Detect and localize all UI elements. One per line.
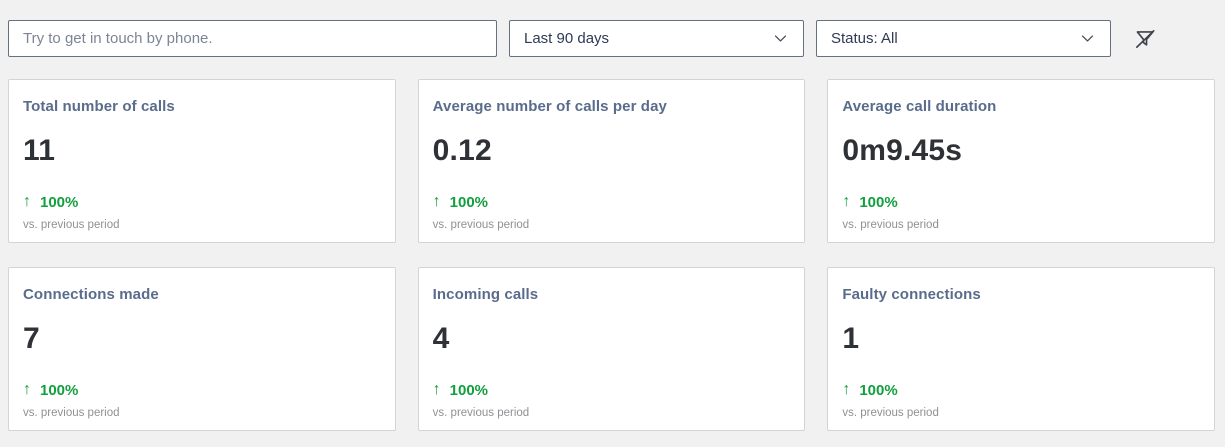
- trend-percentage: 100%: [449, 381, 489, 399]
- card-value: 1: [842, 322, 860, 355]
- card-title: Total number of calls: [23, 98, 175, 115]
- trend-up-arrow-icon: ↑: [432, 381, 441, 398]
- status-selected-value: Status: All: [831, 30, 898, 47]
- comparison-label: vs. previous period: [432, 407, 530, 419]
- card-value: 0m9.45s: [842, 134, 963, 167]
- filters-toolbar: Last 90 days Status: All: [0, 0, 1225, 57]
- trend-up-arrow-icon: ↑: [23, 193, 31, 210]
- trend-indicator: ↑ 100%: [433, 381, 791, 399]
- filter-off-icon: [1136, 29, 1155, 48]
- comparison-label: vs. previous period: [842, 407, 939, 419]
- trend-up-arrow-icon: ↑: [842, 193, 851, 210]
- status-select[interactable]: Status: All: [816, 20, 1111, 57]
- trend-indicator: ↑ 100%: [23, 381, 381, 399]
- stat-card-connections-made: Connections made 7 ↑ 100% vs. previous p…: [8, 267, 396, 431]
- trend-indicator: ↑ 100%: [433, 193, 791, 211]
- date-range-select[interactable]: Last 90 days: [509, 20, 804, 57]
- stat-card-total-calls: Total number of calls 11 ↑ 100% vs. prev…: [8, 79, 396, 243]
- stat-card-incoming-calls: Incoming calls 4 ↑ 100% vs. previous per…: [417, 267, 806, 431]
- date-range-selected-value: Last 90 days: [524, 30, 610, 47]
- card-value: 4: [432, 322, 450, 355]
- comparison-label: vs. previous period: [23, 219, 120, 231]
- trend-indicator: ↑ 100%: [842, 381, 1200, 399]
- card-value: 7: [23, 322, 40, 355]
- trend-up-arrow-icon: ↑: [23, 381, 31, 398]
- card-title: Connections made: [23, 286, 159, 303]
- search-input[interactable]: [8, 20, 497, 57]
- card-title: Faulty connections: [842, 286, 981, 303]
- stat-card-faulty-connections: Faulty connections 1 ↑ 100% vs. previous…: [827, 267, 1215, 431]
- chevron-down-icon: [1081, 35, 1094, 42]
- card-title: Average number of calls per day: [432, 98, 667, 115]
- trend-percentage: 100%: [449, 193, 489, 211]
- trend-percentage: 100%: [859, 193, 898, 211]
- trend-percentage: 100%: [859, 381, 898, 399]
- stat-card-avg-calls-per-day: Average number of calls per day 0.12 ↑ 1…: [417, 79, 806, 243]
- card-title: Incoming calls: [432, 286, 539, 303]
- trend-indicator: ↑ 100%: [842, 193, 1200, 211]
- trend-percentage: 100%: [40, 381, 79, 399]
- comparison-label: vs. previous period: [23, 407, 120, 419]
- chevron-down-icon: [774, 35, 787, 42]
- comparison-label: vs. previous period: [432, 219, 530, 231]
- stat-card-avg-call-duration: Average call duration 0m9.45s ↑ 100% vs.…: [827, 79, 1215, 243]
- trend-percentage: 100%: [40, 193, 79, 211]
- stats-cards-grid: Total number of calls 11 ↑ 100% vs. prev…: [8, 79, 1215, 431]
- trend-up-arrow-icon: ↑: [842, 381, 851, 398]
- trend-up-arrow-icon: ↑: [432, 193, 441, 210]
- trend-indicator: ↑ 100%: [23, 193, 381, 211]
- card-value: 0.12: [432, 134, 492, 167]
- clear-filters-button[interactable]: [1130, 24, 1160, 54]
- card-value: 11: [23, 134, 56, 167]
- card-title: Average call duration: [842, 98, 997, 115]
- comparison-label: vs. previous period: [842, 219, 939, 231]
